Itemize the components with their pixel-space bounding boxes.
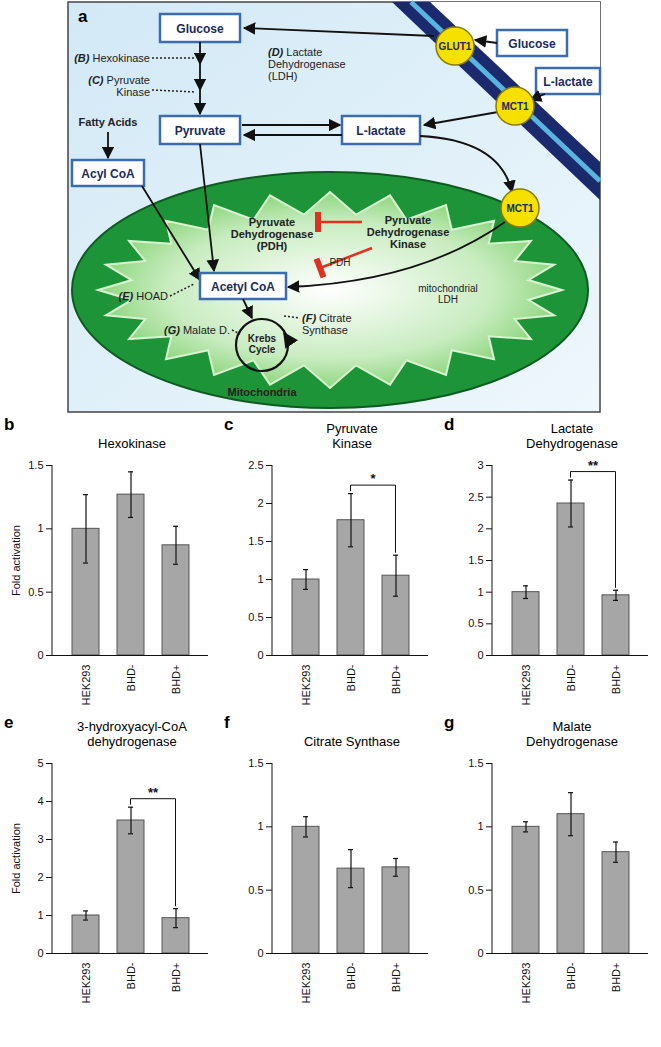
svg-text:1.5: 1.5 (248, 535, 263, 547)
svg-text:BHD-: BHD- (125, 664, 137, 691)
svg-text:0.5: 0.5 (248, 884, 263, 896)
svg-text:BHD-: BHD- (345, 962, 357, 989)
svg-text:1: 1 (257, 573, 263, 585)
svg-text:BHD+: BHD+ (390, 963, 402, 993)
html-text:Hexokinase: Hexokinase (98, 436, 166, 451)
svg-text:BHD-: BHD- (565, 962, 577, 989)
svg-text:HEK293: HEK293 (520, 963, 532, 1004)
svg-text:0.5: 0.5 (248, 611, 263, 623)
svg-text:PyruvateDehydrogenase(PDH): PyruvateDehydrogenase(PDH) (231, 216, 314, 252)
svg-text:1: 1 (477, 820, 483, 832)
svg-text:(D) LactateDehydrogenase(LDH): (D) LactateDehydrogenase(LDH) (268, 46, 346, 82)
svg-text:HEK293: HEK293 (520, 665, 532, 706)
svg-text:BHD+: BHD+ (610, 963, 622, 993)
svg-text:**: ** (148, 785, 159, 800)
svg-text:GLUT1: GLUT1 (439, 41, 472, 52)
svg-text:1: 1 (257, 820, 263, 832)
svg-text:PyruvateDehydrogenaseKinase: PyruvateDehydrogenaseKinase (367, 214, 450, 250)
svg-text:BHD+: BHD+ (610, 665, 622, 695)
svg-text:MCT1: MCT1 (506, 203, 534, 214)
svg-text:HEK293: HEK293 (300, 963, 312, 1004)
svg-text:BHD+: BHD+ (390, 665, 402, 695)
svg-text:(F) CitrateSynthase: (F) CitrateSynthase (302, 312, 352, 336)
svg-text:4: 4 (37, 795, 43, 807)
svg-text:Fatty Acids: Fatty Acids (79, 116, 138, 128)
svg-text:HEK293: HEK293 (80, 963, 92, 1004)
svg-text:mitochondrialLDH: mitochondrialLDH (418, 283, 477, 305)
svg-text:*: * (370, 471, 376, 486)
svg-text:HEK293: HEK293 (300, 665, 312, 706)
svg-text:1.5: 1.5 (468, 554, 483, 566)
svg-text:Fold activation: Fold activation (10, 823, 22, 894)
svg-text:Acetyl CoA: Acetyl CoA (211, 280, 275, 294)
svg-text:1.5: 1.5 (248, 757, 263, 769)
svg-text:1: 1 (37, 522, 43, 534)
svg-text:Pyruvate: Pyruvate (175, 124, 226, 138)
svg-text:KrebsCycle: KrebsCycle (248, 333, 277, 355)
svg-text:2.5: 2.5 (468, 491, 483, 503)
svg-text:2: 2 (257, 497, 263, 509)
svg-text:BHD+: BHD+ (170, 665, 182, 695)
html-text:3-hydroxyacyl-CoA dehydrogenas: 3-hydroxyacyl-CoA dehydrogenase (77, 719, 187, 749)
svg-text:1.5: 1.5 (468, 757, 483, 769)
svg-text:(B) Hexokinase: (B) Hexokinase (74, 52, 150, 64)
svg-text:a: a (78, 7, 88, 26)
svg-text:2.5: 2.5 (248, 459, 263, 471)
svg-text:0.5: 0.5 (28, 586, 43, 598)
html-text:d: d (444, 415, 455, 434)
svg-text:**: ** (588, 458, 599, 473)
svg-text:MCT1: MCT1 (501, 101, 529, 112)
svg-text:0: 0 (477, 947, 483, 959)
svg-text:2: 2 (37, 871, 43, 883)
svg-text:(E) HOAD: (E) HOAD (118, 290, 168, 302)
html-text:b: b (4, 415, 15, 434)
svg-text:0: 0 (257, 947, 263, 959)
svg-text:5: 5 (37, 757, 43, 769)
html-text:e: e (4, 713, 14, 732)
svg-text:0.5: 0.5 (468, 884, 483, 896)
svg-text:Acyl CoA: Acyl CoA (81, 167, 135, 181)
html-text:Pyruvate Kinase: Pyruvate Kinase (326, 421, 378, 451)
svg-text:(G) Malate D.: (G) Malate D. (164, 324, 230, 336)
svg-text:HEK293: HEK293 (80, 665, 92, 706)
svg-text:0: 0 (37, 649, 43, 661)
svg-text:Mitochondria: Mitochondria (227, 386, 297, 398)
svg-text:0: 0 (257, 649, 263, 661)
svg-text:1.5: 1.5 (28, 459, 43, 471)
svg-text:(C) PyruvateKinase: (C) PyruvateKinase (88, 74, 150, 98)
svg-text:0.5: 0.5 (468, 617, 483, 629)
svg-text:PDH: PDH (329, 257, 350, 268)
html-text:Lactate Dehydrogenase: Lactate Dehydrogenase (526, 421, 618, 451)
html-text:g: g (444, 713, 455, 732)
svg-text:L-lactate: L-lactate (543, 75, 593, 89)
html-text:f: f (224, 713, 230, 732)
html-text:c: c (224, 415, 234, 434)
svg-text:BHD+: BHD+ (170, 963, 182, 993)
svg-text:0: 0 (477, 649, 483, 661)
svg-text:3: 3 (477, 459, 483, 471)
svg-text:Glucose: Glucose (176, 22, 224, 36)
svg-text:BHD-: BHD- (345, 664, 357, 691)
svg-text:3: 3 (37, 833, 43, 845)
svg-text:0: 0 (37, 947, 43, 959)
svg-text:1: 1 (37, 909, 43, 921)
svg-text:Glucose: Glucose (508, 37, 556, 51)
svg-text:BHD-: BHD- (565, 664, 577, 691)
svg-text:Fold activation: Fold activation (10, 525, 22, 596)
svg-text:L-lactate: L-lactate (356, 124, 406, 138)
html-text:Malate Dehydrogenase: Malate Dehydrogenase (526, 719, 618, 749)
svg-text:BHD-: BHD- (125, 962, 137, 989)
html-text:Citrate Synthase: Citrate Synthase (303, 734, 400, 749)
svg-text:2: 2 (477, 522, 483, 534)
svg-text:1: 1 (477, 586, 483, 598)
